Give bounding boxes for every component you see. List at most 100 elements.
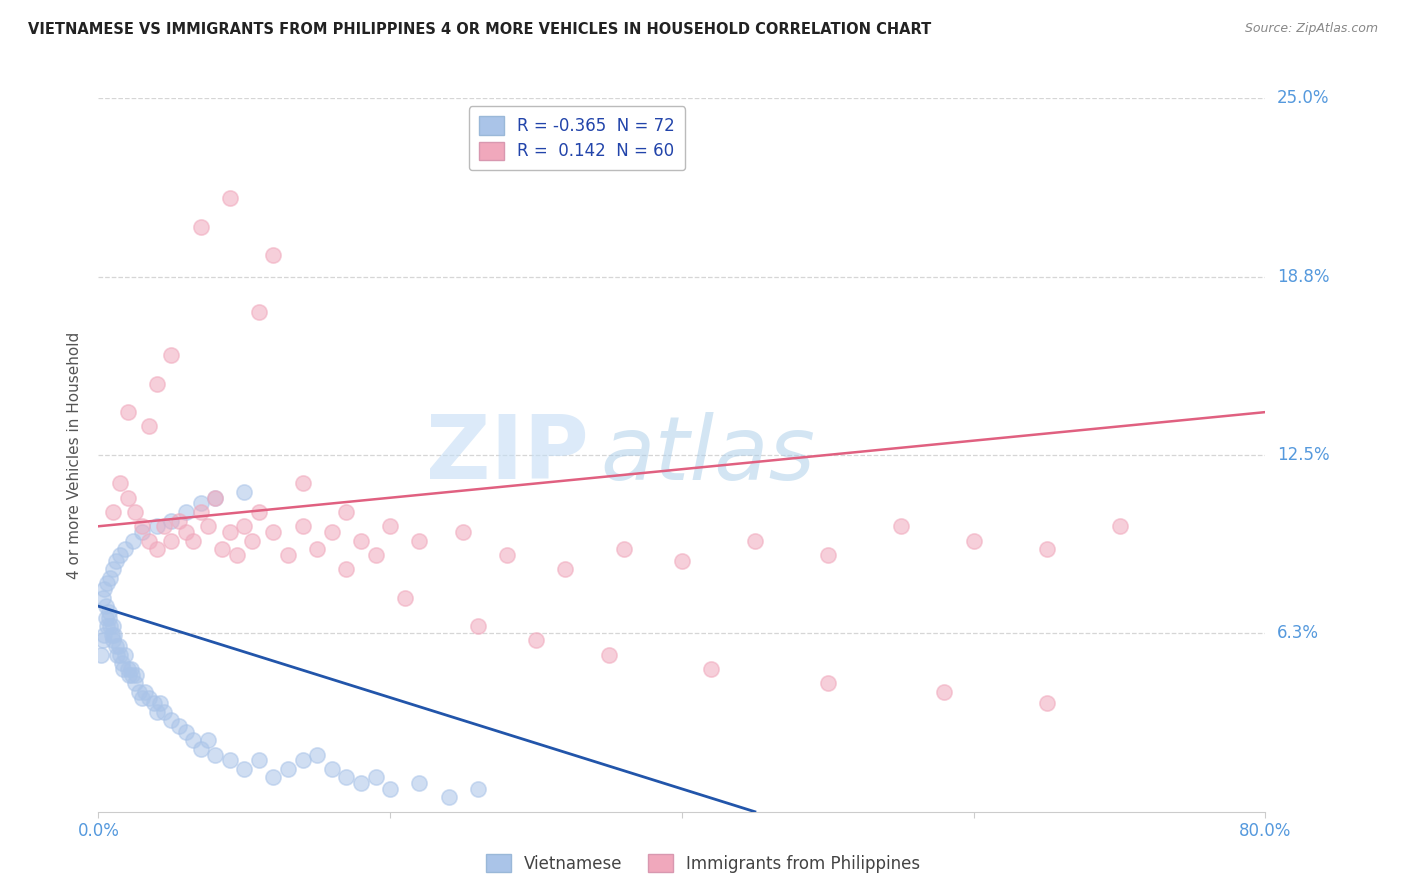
Point bbox=[890, 519, 912, 533]
Point bbox=[146, 705, 169, 719]
Point bbox=[98, 571, 121, 585]
Point bbox=[146, 376, 169, 391]
Text: Source: ZipAtlas.com: Source: ZipAtlas.com bbox=[1244, 22, 1378, 36]
Point bbox=[197, 733, 219, 747]
Point bbox=[91, 591, 114, 605]
Point bbox=[121, 667, 143, 681]
Point bbox=[111, 657, 134, 671]
Point bbox=[100, 628, 122, 642]
Point bbox=[181, 533, 204, 548]
Point bbox=[118, 667, 141, 681]
Point bbox=[93, 628, 115, 642]
Point bbox=[91, 633, 114, 648]
Point bbox=[160, 714, 183, 728]
Point bbox=[240, 533, 263, 548]
Point bbox=[233, 519, 256, 533]
Point bbox=[247, 505, 270, 519]
Point bbox=[204, 491, 226, 505]
Point bbox=[96, 576, 118, 591]
Point bbox=[149, 696, 172, 710]
Point bbox=[138, 690, 160, 705]
Point bbox=[110, 476, 132, 491]
Point bbox=[291, 753, 314, 767]
Point bbox=[190, 742, 212, 756]
Point bbox=[321, 762, 343, 776]
Point bbox=[350, 533, 373, 548]
Point bbox=[350, 776, 373, 790]
Point bbox=[218, 191, 240, 205]
Point bbox=[101, 505, 124, 519]
Point bbox=[146, 519, 169, 533]
Point bbox=[744, 533, 766, 548]
Point bbox=[104, 553, 127, 567]
Point bbox=[101, 562, 124, 576]
Point bbox=[96, 619, 118, 633]
Point bbox=[934, 685, 956, 699]
Point bbox=[378, 781, 402, 796]
Point bbox=[146, 542, 169, 557]
Point bbox=[181, 733, 204, 747]
Point bbox=[467, 619, 489, 633]
Point bbox=[1035, 542, 1057, 557]
Point bbox=[131, 524, 153, 539]
Point bbox=[114, 542, 136, 557]
Point bbox=[1108, 519, 1130, 533]
Point bbox=[110, 648, 132, 662]
Text: 18.8%: 18.8% bbox=[1277, 268, 1330, 285]
Point bbox=[117, 405, 139, 419]
Point bbox=[495, 548, 517, 562]
Point bbox=[124, 505, 146, 519]
Point bbox=[262, 248, 284, 262]
Point bbox=[128, 685, 150, 699]
Point bbox=[153, 519, 176, 533]
Point bbox=[291, 476, 314, 491]
Point bbox=[190, 505, 212, 519]
Point bbox=[131, 519, 153, 533]
Point bbox=[122, 533, 145, 548]
Point bbox=[233, 762, 256, 776]
Point bbox=[94, 610, 117, 624]
Point bbox=[364, 771, 387, 785]
Text: 12.5%: 12.5% bbox=[1277, 446, 1330, 464]
Point bbox=[1035, 696, 1057, 710]
Point bbox=[321, 524, 343, 539]
Point bbox=[364, 548, 387, 562]
Point bbox=[612, 542, 634, 557]
Text: 25.0%: 25.0% bbox=[1277, 89, 1330, 107]
Point bbox=[218, 524, 240, 539]
Point bbox=[335, 562, 357, 576]
Point bbox=[167, 719, 190, 733]
Point bbox=[97, 610, 120, 624]
Point bbox=[197, 519, 219, 533]
Point bbox=[291, 519, 314, 533]
Point bbox=[120, 662, 142, 676]
Point bbox=[262, 771, 284, 785]
Point bbox=[134, 685, 156, 699]
Point bbox=[277, 762, 299, 776]
Point bbox=[124, 676, 146, 690]
Point bbox=[378, 519, 402, 533]
Point bbox=[138, 533, 160, 548]
Point bbox=[451, 524, 474, 539]
Point bbox=[97, 605, 120, 619]
Point bbox=[105, 648, 128, 662]
Point bbox=[211, 542, 233, 557]
Point bbox=[174, 505, 197, 519]
Point bbox=[247, 753, 270, 767]
Point bbox=[190, 219, 212, 234]
Point bbox=[174, 524, 197, 539]
Point bbox=[817, 676, 839, 690]
Point bbox=[93, 582, 115, 596]
Point bbox=[262, 524, 284, 539]
Point bbox=[408, 533, 430, 548]
Point bbox=[131, 690, 153, 705]
Point bbox=[101, 619, 124, 633]
Point bbox=[160, 348, 183, 362]
Point bbox=[153, 705, 176, 719]
Point bbox=[90, 648, 112, 662]
Point bbox=[103, 628, 125, 642]
Point bbox=[277, 548, 299, 562]
Text: 6.3%: 6.3% bbox=[1277, 624, 1319, 642]
Point bbox=[108, 639, 131, 653]
Point bbox=[218, 753, 240, 767]
